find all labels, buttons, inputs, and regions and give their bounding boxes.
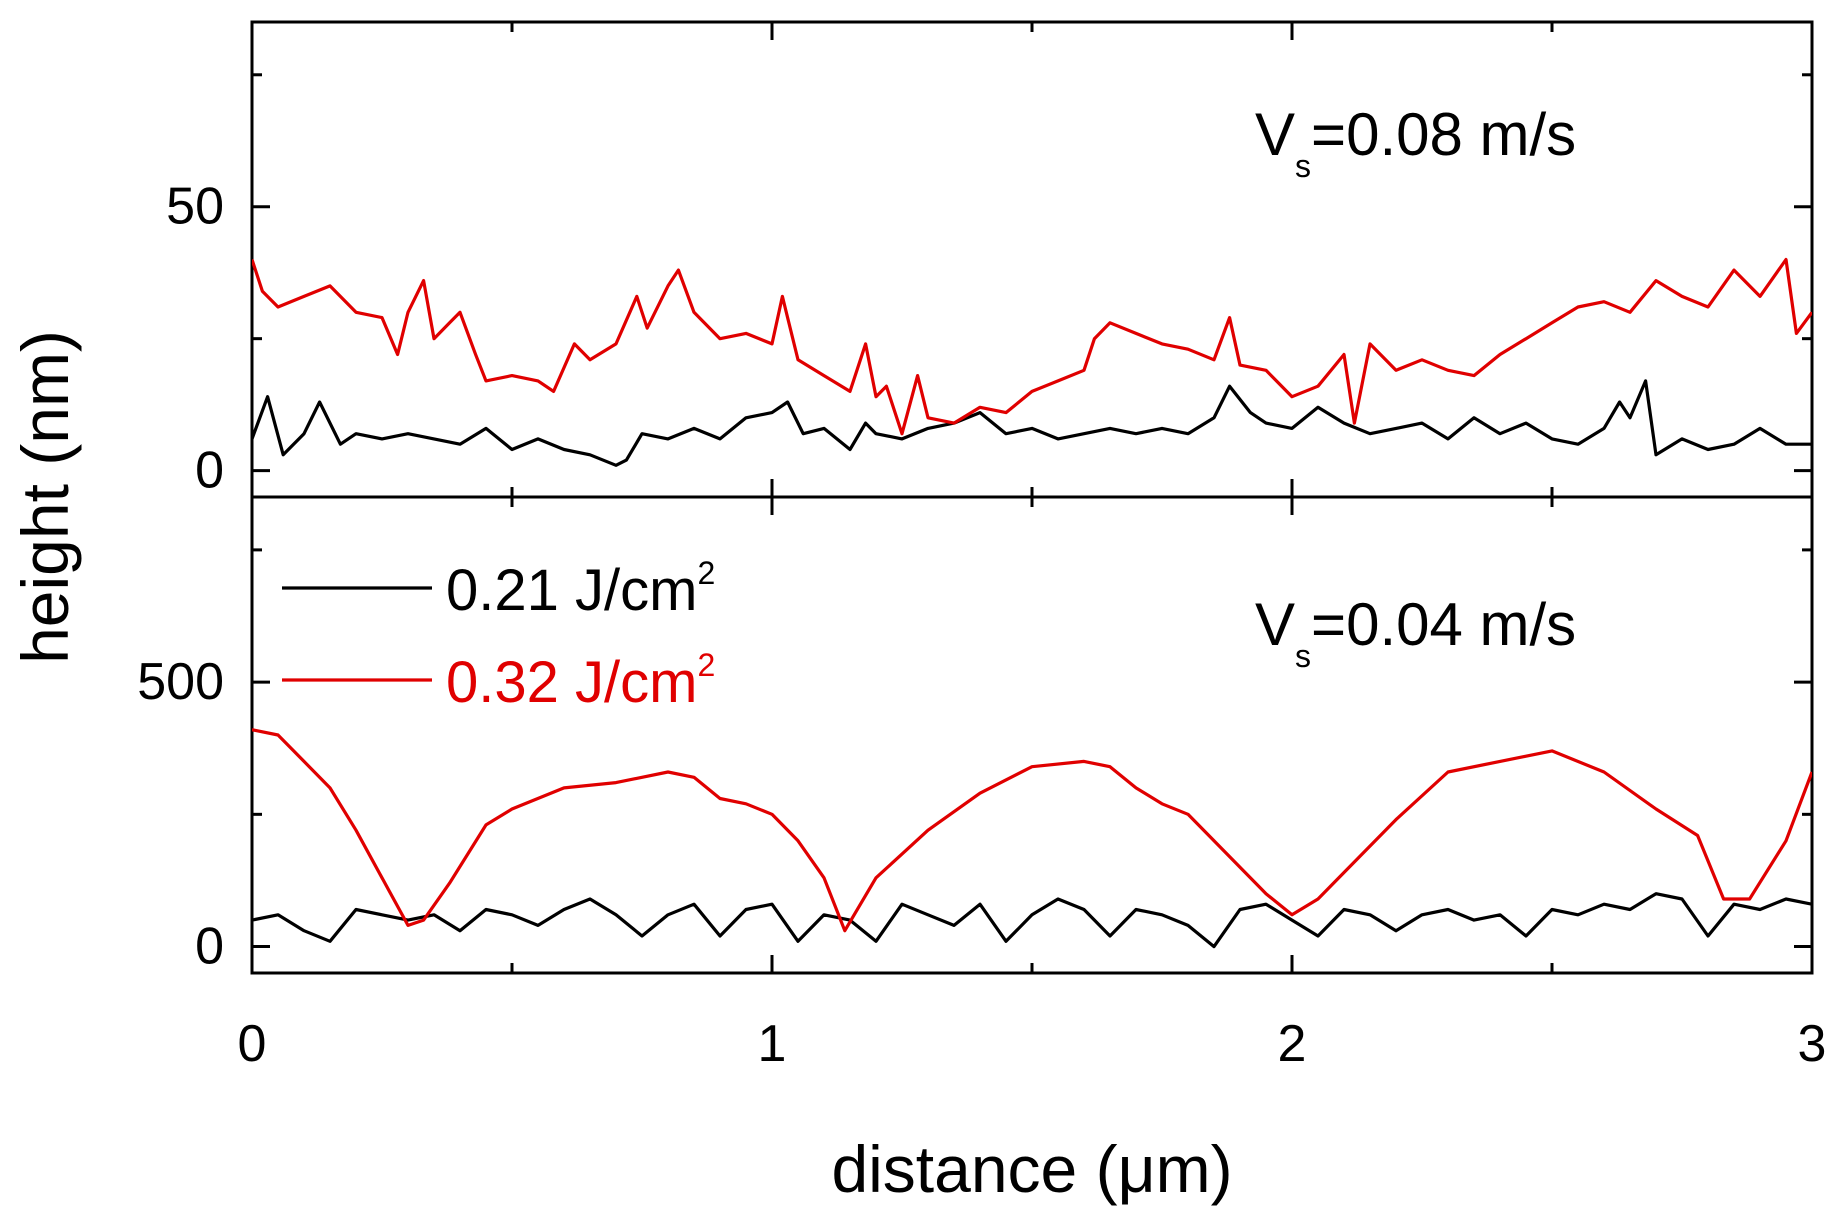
velocity-annotation-top: Vs=0.08 m/s (1255, 101, 1576, 184)
velocity-annotation-bottom: Vs=0.04 m/s (1255, 591, 1576, 674)
y-axis-label: height (nm) (8, 330, 82, 664)
plot-panel-top: 0 50 Vs=0.08 m/s (166, 20, 1814, 500)
legend-label-1: 0.32 J/cm2 (446, 647, 715, 715)
y-tick-label-bottom: 0 (195, 918, 224, 976)
y-tick-label-top: 50 (166, 178, 224, 236)
x-tick-label: 0 (238, 1015, 267, 1073)
series-line-top-red (252, 257, 1812, 436)
y-tick-label-top: 0 (195, 442, 224, 500)
series-line-bottom-black (252, 892, 1812, 949)
series-line-top-black (252, 379, 1812, 467)
y-tick-label-bottom: 500 (137, 653, 224, 711)
x-axis-label: distance (μm) (831, 1132, 1232, 1206)
plot-panel-bottom: 0 500 Vs=0.04 m/s 0.21 J/cm2 0.32 J/cm2 (137, 495, 1814, 976)
plot-frame-top (250, 20, 1814, 499)
x-tick-label: 3 (1798, 1015, 1827, 1073)
x-tick-label: 2 (1278, 1015, 1307, 1073)
legend-label-0: 0.21 J/cm2 (446, 555, 715, 623)
x-tick-label: 1 (758, 1015, 787, 1073)
series-line-bottom-red (252, 728, 1812, 933)
